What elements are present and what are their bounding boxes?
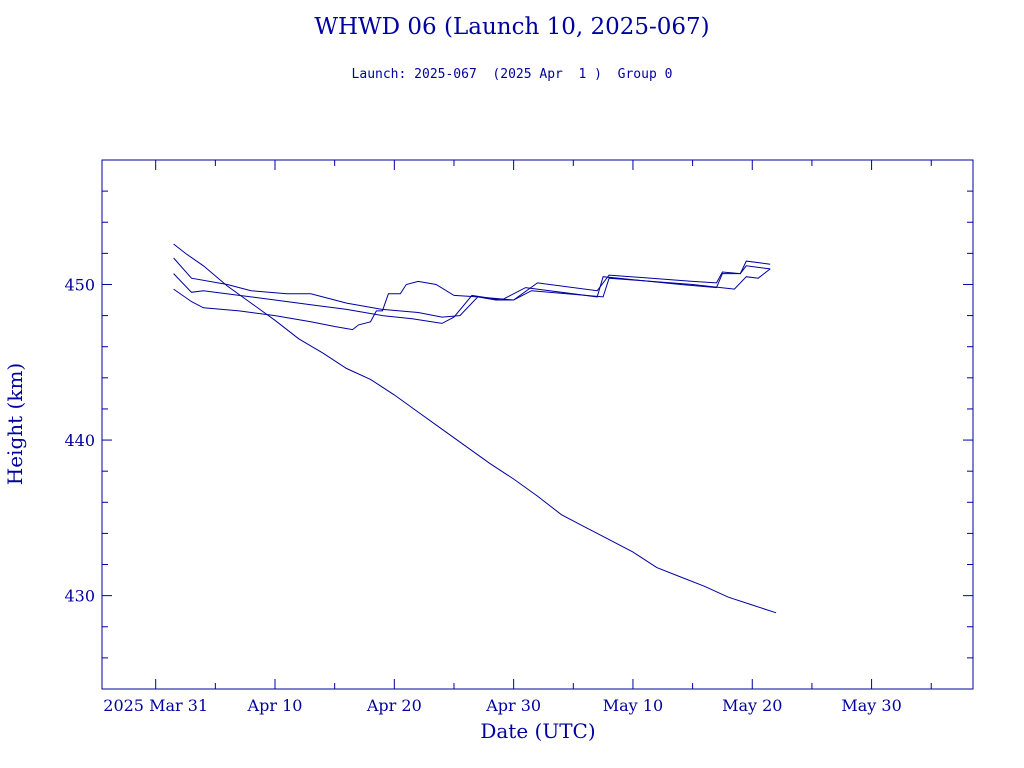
y-tick-label: 430 <box>64 587 95 606</box>
series-line-2 <box>173 257 771 318</box>
chart-title: WHWD 06 (Launch 10, 2025-067) <box>314 14 710 40</box>
series-line-1 <box>173 243 777 614</box>
series-lines <box>173 243 777 614</box>
x-tick-label: Apr 30 <box>485 696 541 715</box>
x-tick-label: May 10 <box>603 696 663 715</box>
y-tick-label: 440 <box>64 431 95 450</box>
x-tick-labels: 2025 Mar 31 Apr 10 Apr 20 Apr 30 May 10 May 2… <box>103 696 902 715</box>
y-tick-label: 450 <box>64 275 95 294</box>
x-tick-label: May 30 <box>841 696 901 715</box>
series-line-4 <box>173 268 771 331</box>
axis-ticks <box>102 159 973 690</box>
x-axis-title: Date (UTC) <box>480 719 595 743</box>
x-tick-label: 2025 Mar 31 <box>103 696 208 715</box>
chart-subtitle: Launch: 2025-067 (2025 Apr 1 ) Group 0 <box>351 67 673 82</box>
x-tick-label: Apr 20 <box>366 696 422 715</box>
x-tick-label: Apr 10 <box>247 696 303 715</box>
y-axis-title: Height (km) <box>3 363 27 485</box>
plot-frame <box>101 159 974 690</box>
series-line-3 <box>173 265 771 324</box>
x-tick-label: May 20 <box>722 696 782 715</box>
y-tick-labels: 430 440 450 <box>64 275 95 605</box>
